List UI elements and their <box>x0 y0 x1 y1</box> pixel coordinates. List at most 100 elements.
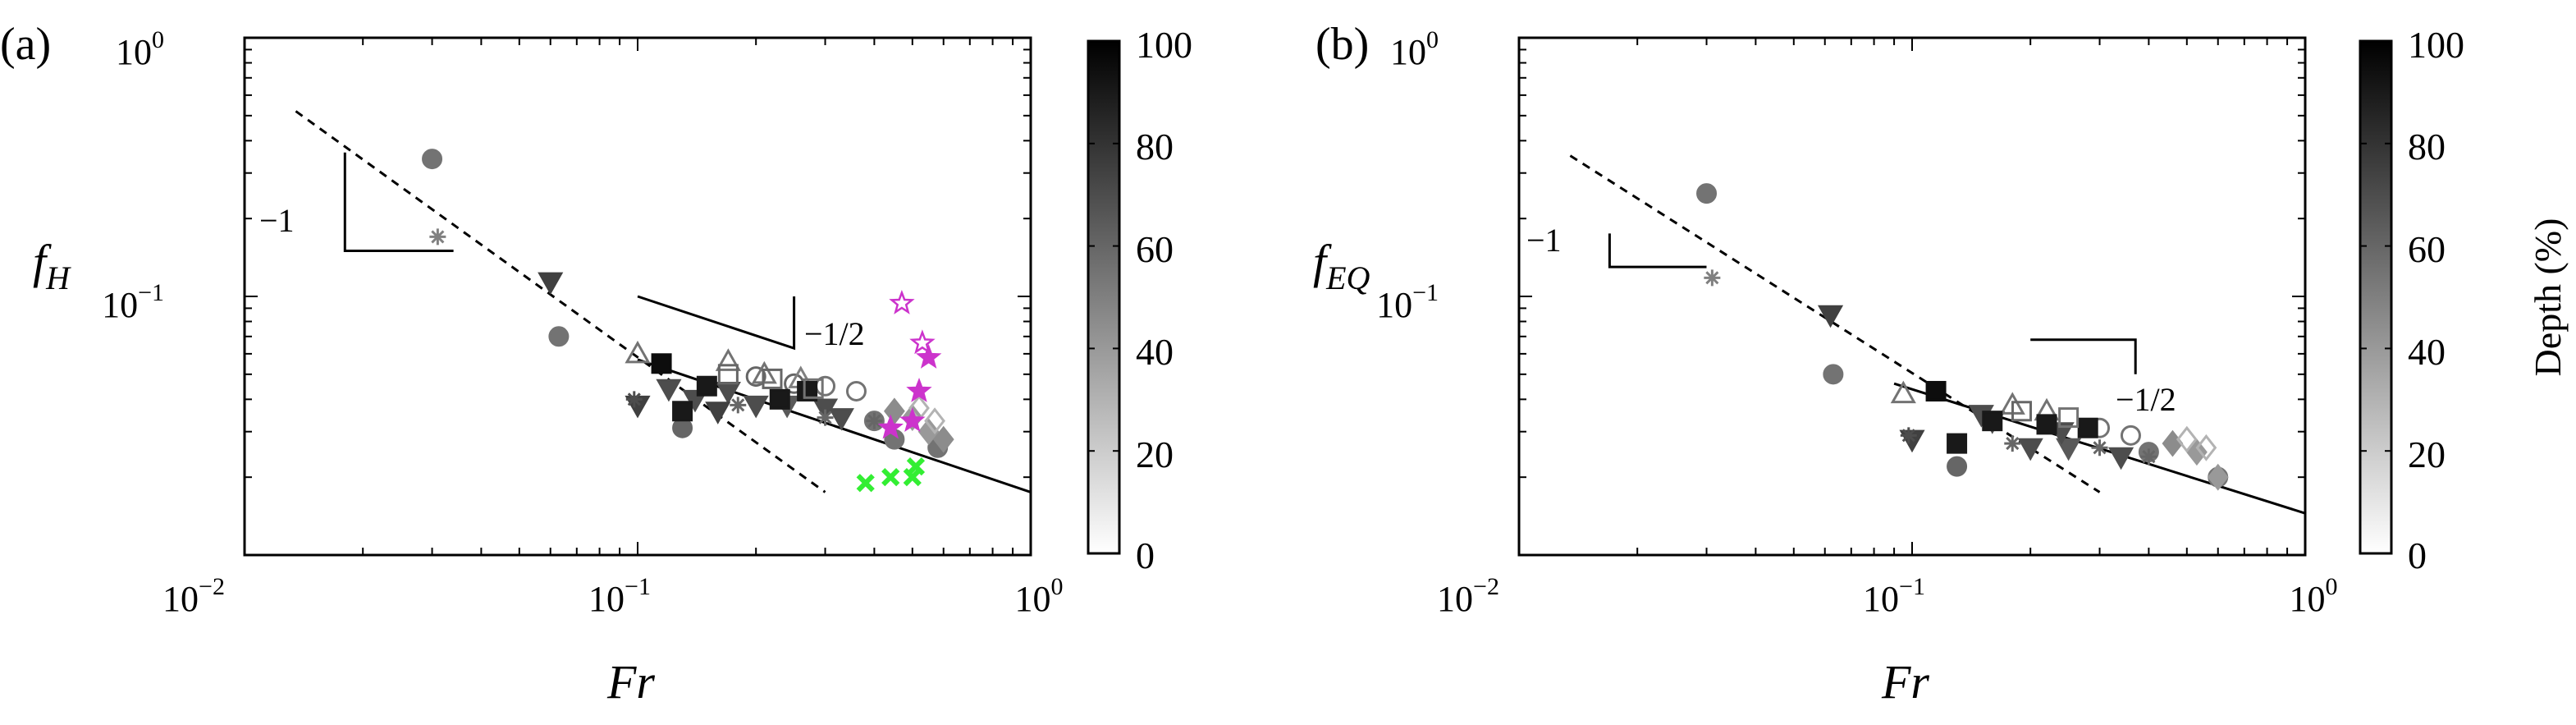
data-points-a <box>422 149 954 493</box>
point-triangle-down <box>538 272 564 296</box>
x-tick-label: 10−2 <box>1437 573 1499 619</box>
point-triangle-up <box>625 340 651 364</box>
point-asterisk <box>1900 427 1917 444</box>
point-circle <box>845 380 867 402</box>
point-triangle-down <box>1817 305 1844 328</box>
y-axis-title-b: fEQ <box>1313 235 1370 296</box>
colorbar-ticks-b <box>2360 40 2391 554</box>
point-pentagram <box>899 407 926 433</box>
point-square <box>762 368 783 389</box>
slope-triangle <box>343 152 454 252</box>
point-triangle-up <box>1890 380 1916 404</box>
point-diamond <box>2207 463 2229 491</box>
point-circle <box>1696 183 1718 204</box>
point-diamond <box>2176 425 2198 453</box>
colorbar-ticks-a <box>1088 40 1119 554</box>
slope-triangles-a <box>343 152 796 351</box>
x-axis-title-b: Fr <box>1881 655 1929 709</box>
point-x-cross <box>906 457 926 476</box>
slope-label: −1/2 <box>2116 381 2176 418</box>
point-diamond <box>932 425 954 453</box>
trend-lines-a <box>295 110 1032 493</box>
point-diamond <box>883 397 905 425</box>
point-diamond <box>2186 438 2208 466</box>
point-diamond <box>924 407 945 435</box>
x-tick-label: 100 <box>2290 573 2338 619</box>
point-diamond <box>2162 429 2184 457</box>
point-square <box>651 353 672 374</box>
colorbar-tick-label: 20 <box>1136 434 1174 475</box>
point-asterisk <box>730 397 747 414</box>
y-tick-label: 100 <box>1390 26 1439 72</box>
panel-letter-a: (a) <box>0 19 51 70</box>
point-triangle-down <box>743 395 769 419</box>
point-circle <box>1823 364 1844 385</box>
plot-frame-b <box>1517 36 2307 557</box>
point-square <box>1982 411 2003 432</box>
point-triangle-down <box>2017 438 2043 461</box>
point-asterisk <box>2091 439 2108 457</box>
point-diamond <box>2195 434 2217 461</box>
point-pentagram <box>877 414 904 439</box>
x-tick-label: 100 <box>1015 573 1064 619</box>
point-square <box>2058 407 2080 429</box>
colorbar-b <box>2359 39 2393 555</box>
point-square <box>2011 401 2033 422</box>
x-tick-label: 10−1 <box>588 573 651 619</box>
point-triangle-down <box>828 408 854 431</box>
point-asterisk <box>866 412 883 429</box>
colorbar-tick-label: 20 <box>2408 434 2446 475</box>
colorbar-title: Depth (%) <box>2527 218 2569 377</box>
point-circle <box>548 326 570 347</box>
point-circle <box>745 366 766 388</box>
y-axis-title-a: fH <box>33 235 71 296</box>
colorbar-tick-label: 80 <box>2408 126 2446 167</box>
x-axis-title-a: Fr <box>606 655 655 709</box>
point-square <box>803 378 824 399</box>
ticks-b <box>1518 38 2305 556</box>
slope-label: −1 <box>1526 222 1562 259</box>
point-triangle-down <box>656 379 682 402</box>
colorbar-tick-label: 40 <box>1136 331 1174 373</box>
point-asterisk <box>2004 435 2021 452</box>
x-tick-label: 10−2 <box>162 573 225 619</box>
slope-triangle <box>637 295 796 351</box>
dashed-trend-line <box>295 110 826 493</box>
point-asterisk <box>817 409 834 426</box>
colorbar-a <box>1087 39 1121 555</box>
slope-triangles-b <box>1608 233 2137 374</box>
colorbar-tick-label: 60 <box>1136 228 1174 270</box>
point-asterisk <box>2140 448 2157 466</box>
slope-triangle <box>1608 233 1707 268</box>
y-tick-label: 10−1 <box>102 279 164 325</box>
y-tick-label: 10−1 <box>1376 279 1439 325</box>
slope-triangle <box>2030 338 2137 374</box>
point-asterisk <box>1704 269 1721 287</box>
point-triangle-up <box>715 348 741 371</box>
point-square <box>1947 433 1968 454</box>
ticks-a <box>244 38 1031 556</box>
colorbar-tick-label: 60 <box>2408 228 2446 270</box>
point-square <box>797 380 818 402</box>
point-triangle-down <box>705 402 731 424</box>
point-pentagram <box>906 377 932 402</box>
point-square <box>2036 414 2057 435</box>
colorbar-tick-label: 0 <box>1136 535 1155 576</box>
point-square <box>2077 417 2098 438</box>
point-square <box>717 364 739 385</box>
point-pentagram <box>909 329 936 355</box>
point-pentagram <box>915 343 942 369</box>
point-diamond <box>917 418 940 446</box>
point-triangle-down <box>2056 438 2082 461</box>
x-tick-label: 10−1 <box>1863 573 1925 619</box>
point-x-cross <box>856 474 875 493</box>
panel-letter-b: (b) <box>1315 19 1369 70</box>
colorbar-tick-label: 100 <box>1136 24 1192 66</box>
colorbar-tick-label: 80 <box>1136 126 1174 167</box>
slope-label: −1/2 <box>804 315 865 352</box>
point-circle <box>2120 424 2141 446</box>
point-asterisk <box>625 391 643 408</box>
point-circle <box>422 149 443 170</box>
panel-a: (a) 100 10−1 10−2 10−1 100 fH Fr −1 −1/2… <box>0 19 1192 709</box>
point-x-cross <box>881 468 900 487</box>
